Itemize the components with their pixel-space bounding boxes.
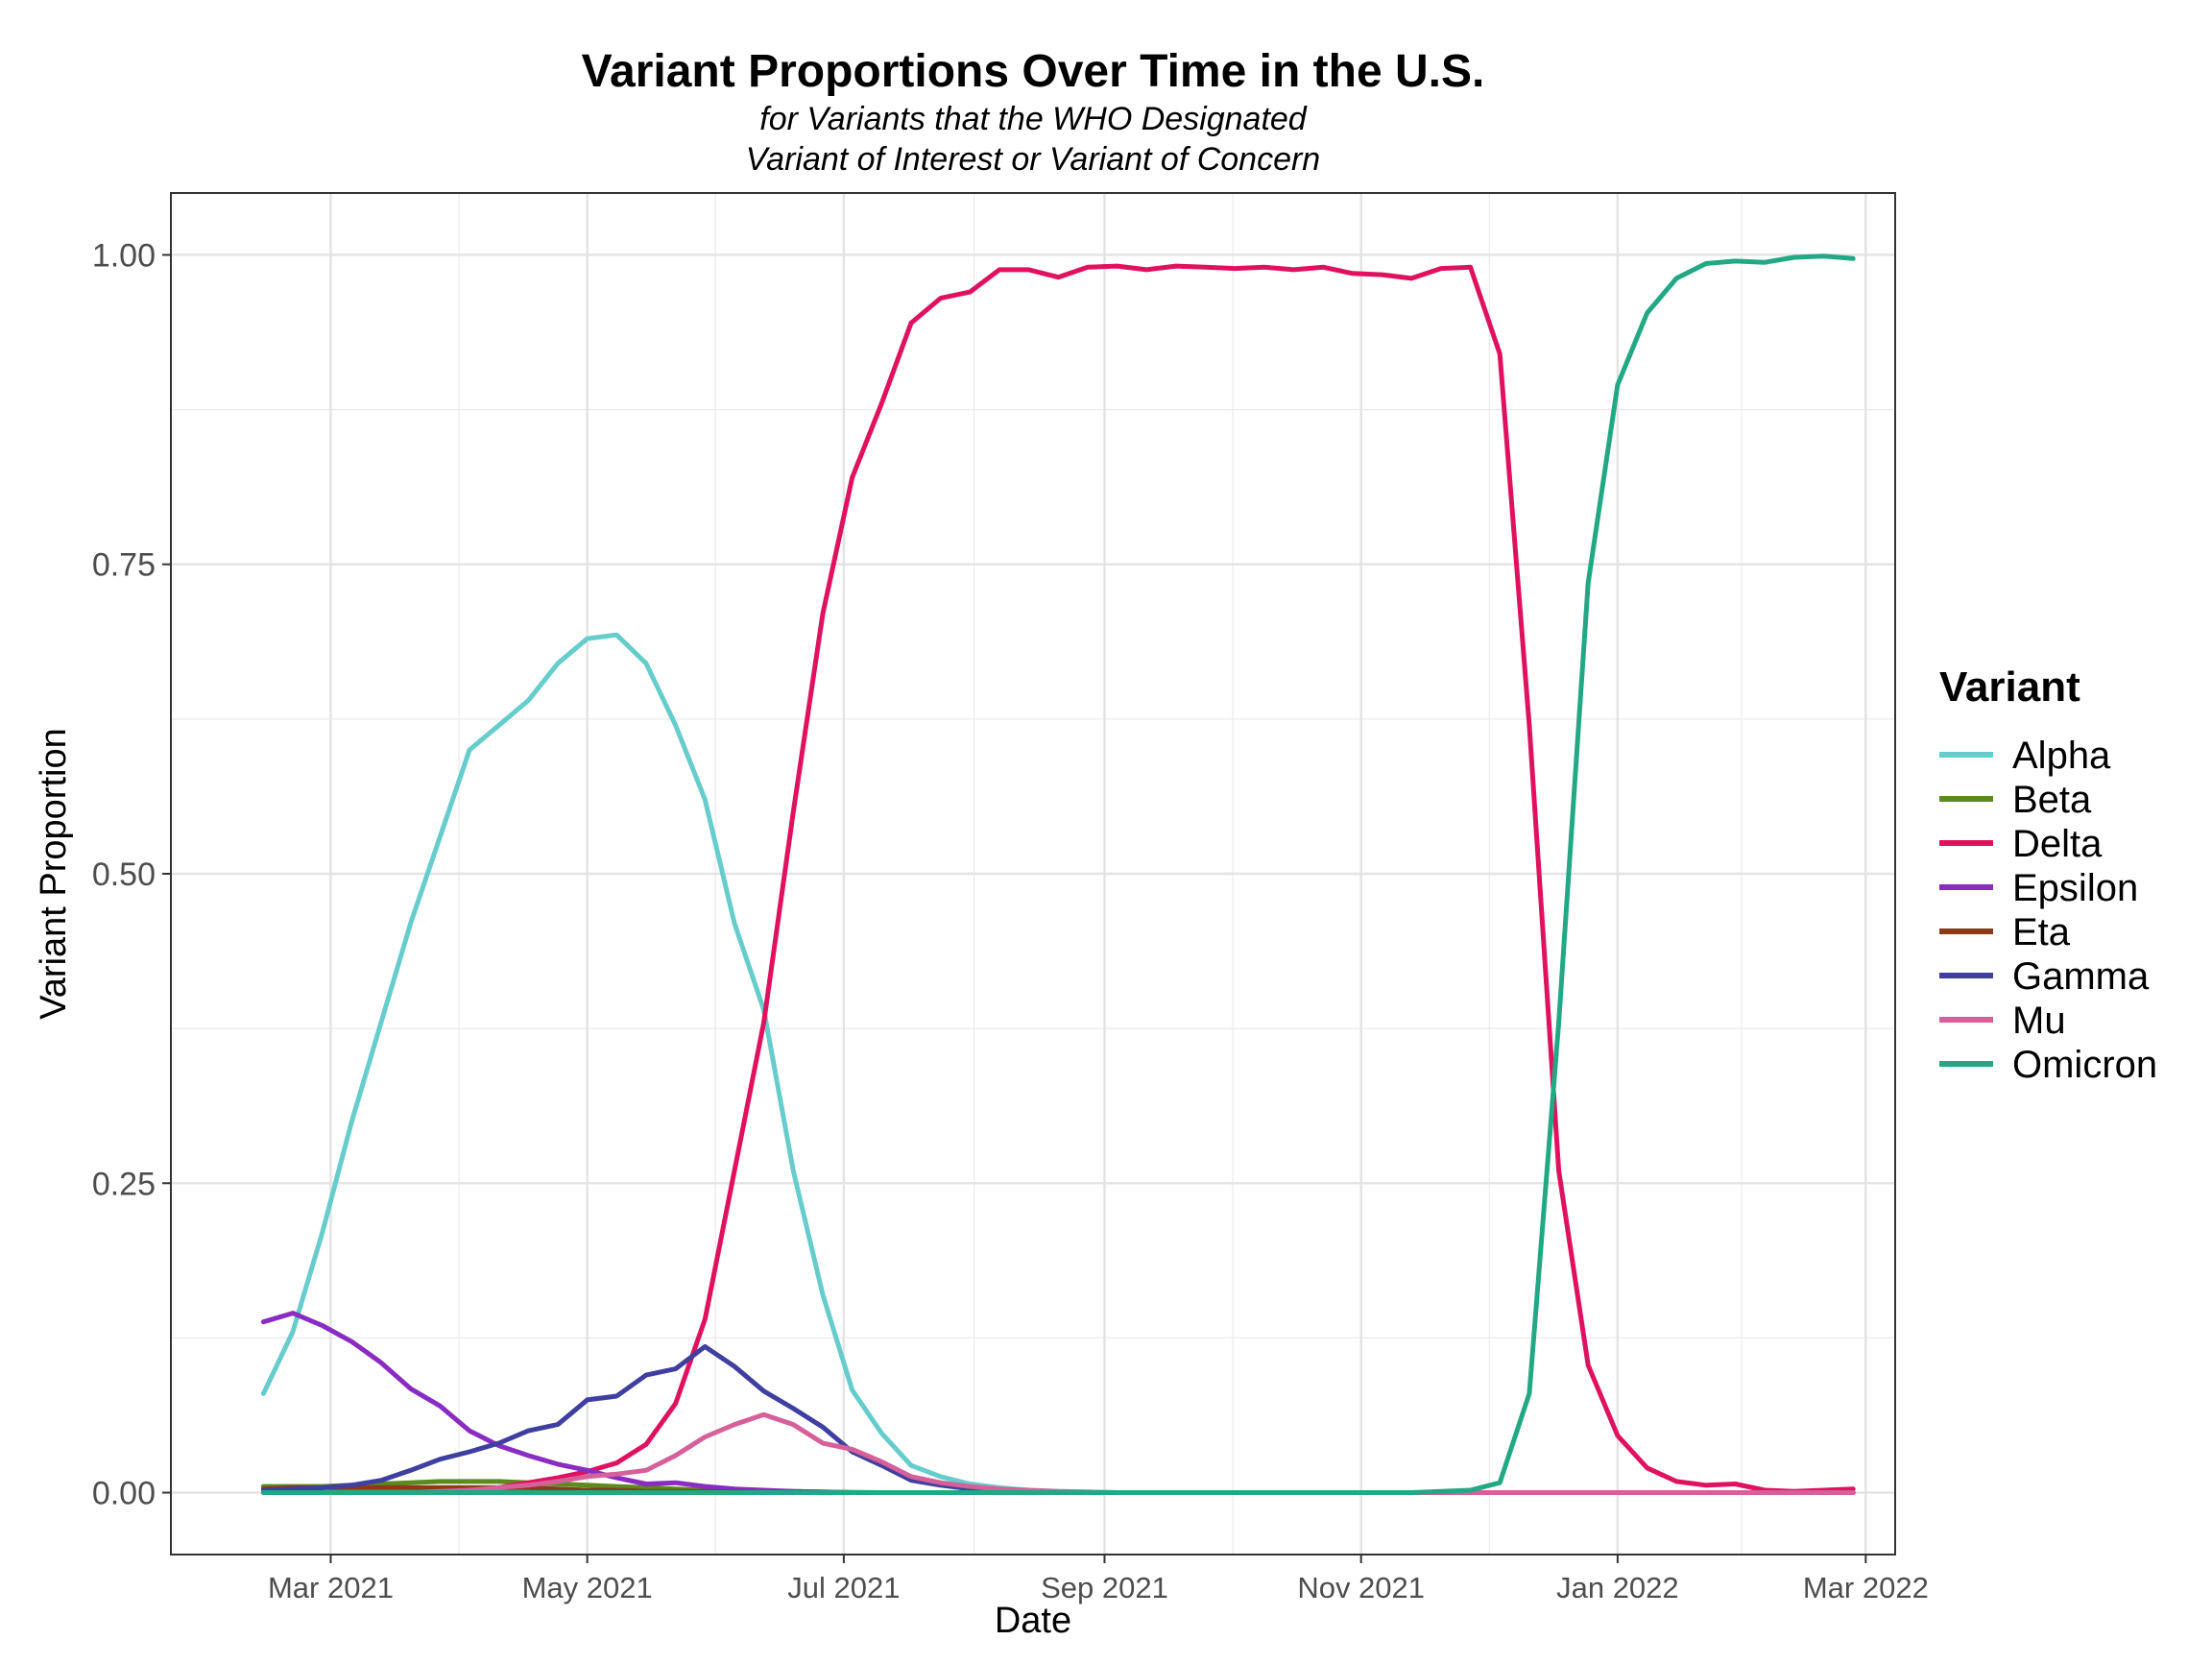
x-tick-label: Mar 2021	[268, 1571, 394, 1604]
legend-label-eta: Eta	[2012, 911, 2071, 953]
x-tick-label: Jul 2021	[787, 1571, 900, 1604]
legend-label-gamma: Gamma	[2012, 955, 2150, 998]
axes: 0.00 0.25 0.50 0.75 1.00 Mar 2021 May 2021 Jul …	[92, 237, 1929, 1604]
chart-subtitle-line-2: Variant of Interest or Variant of Concer…	[746, 141, 1320, 178]
y-tick-label: 0.75	[92, 547, 156, 584]
y-tick-label: 1.00	[92, 237, 156, 274]
legend-title: Variant	[1939, 663, 2080, 711]
legend-label-omicron: Omicron	[2012, 1044, 2157, 1086]
x-tick-label: Sep 2021	[1041, 1571, 1168, 1604]
y-tick-label: 0.50	[92, 856, 156, 893]
series-delta	[260, 263, 1856, 1495]
legend: Variant AlphaBetaDeltaEpsilonEtaGammaMuO…	[1939, 663, 2157, 1086]
x-tick-label: Nov 2021	[1297, 1571, 1425, 1604]
legend-label-alpha: Alpha	[2012, 735, 2111, 777]
x-tick-label: Mar 2022	[1803, 1571, 1929, 1604]
x-tick-label: Jan 2022	[1556, 1571, 1679, 1604]
y-tick-label: 0.25	[92, 1166, 156, 1202]
series-lines	[260, 253, 1856, 1495]
y-tick-label: 0.00	[92, 1476, 156, 1512]
legend-label-beta: Beta	[2012, 779, 2092, 821]
chart-title: Variant Proportions Over Time in the U.S…	[582, 46, 1485, 97]
x-tick-label: May 2021	[522, 1571, 653, 1604]
legend-label-mu: Mu	[2012, 1000, 2066, 1042]
y-axis-title: Variant Proportion	[34, 728, 74, 1019]
series-line-delta	[260, 263, 1856, 1495]
x-axis-title: Date	[995, 1601, 1071, 1641]
series-omicron	[260, 253, 1856, 1495]
series-line-omicron	[260, 253, 1856, 1495]
legend-label-epsilon: Epsilon	[2012, 867, 2138, 909]
chart-subtitle-line-1: for Variants that the WHO Designated	[759, 101, 1308, 137]
legend-label-delta: Delta	[2012, 823, 2103, 865]
